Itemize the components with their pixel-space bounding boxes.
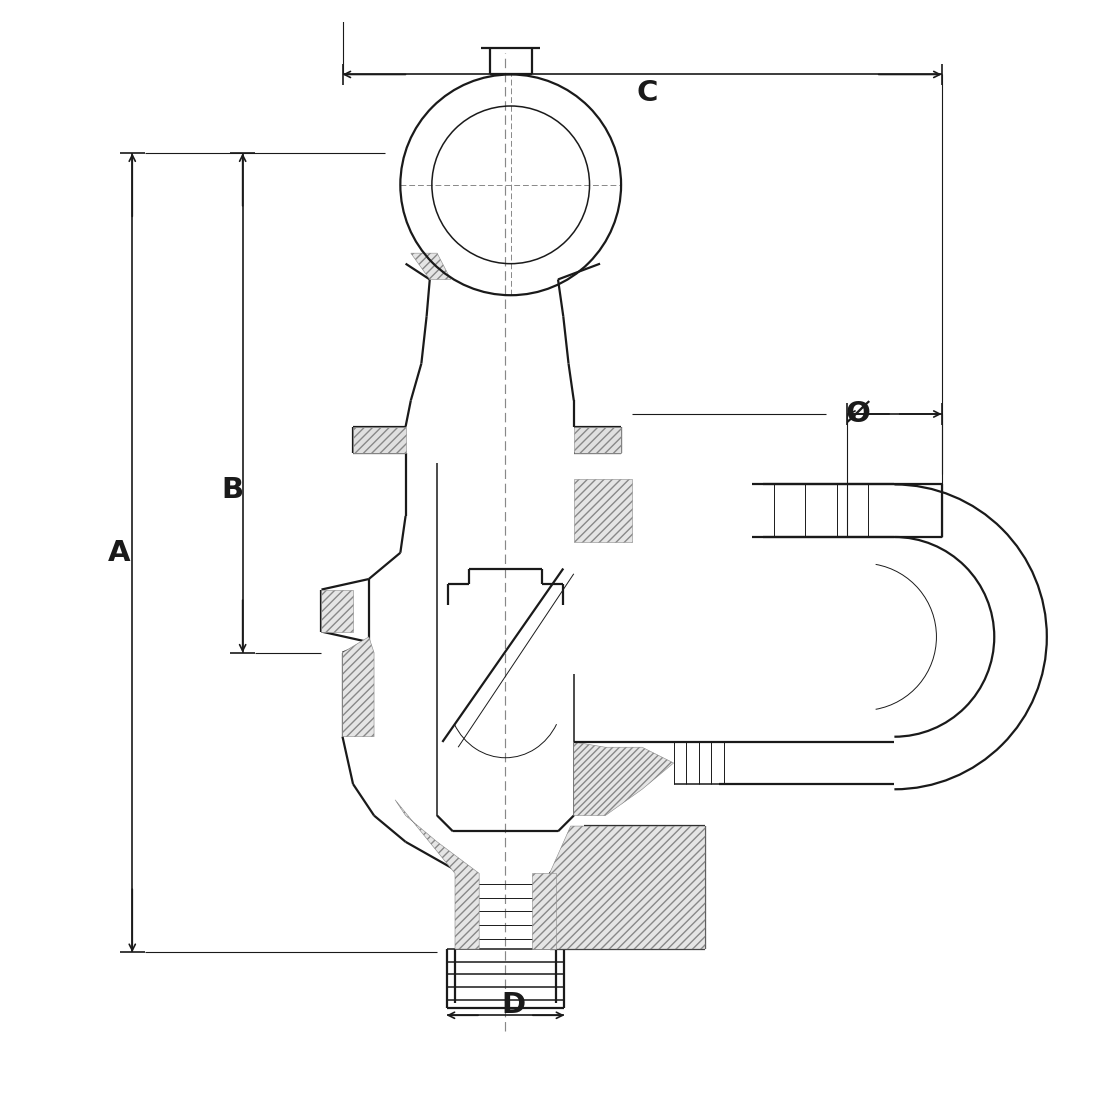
Polygon shape [353,427,405,453]
Polygon shape [532,874,556,949]
Text: Ø: Ø [845,400,871,428]
Polygon shape [574,742,673,816]
Polygon shape [322,589,353,632]
Polygon shape [411,253,451,279]
Polygon shape [574,427,621,453]
Text: C: C [636,79,658,107]
Polygon shape [574,480,632,542]
Polygon shape [395,799,480,949]
Text: A: A [107,539,130,567]
Polygon shape [550,826,705,949]
Text: B: B [221,475,243,504]
Polygon shape [343,637,374,737]
Text: D: D [502,991,526,1018]
